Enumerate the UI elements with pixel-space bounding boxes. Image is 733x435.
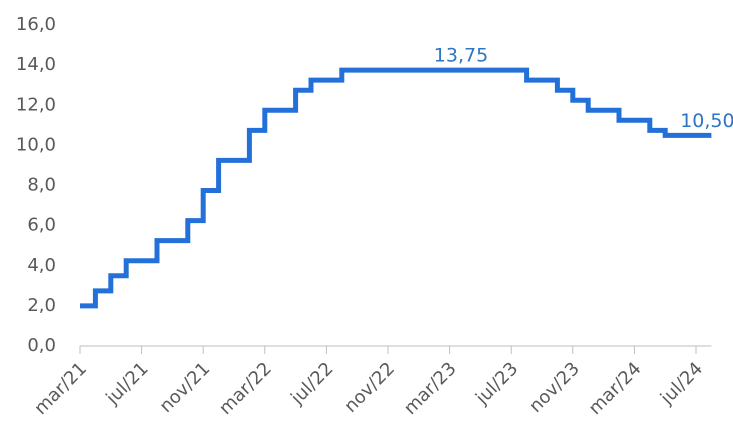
series-line	[80, 67, 712, 309]
y-tick-label: 0,0	[27, 335, 56, 356]
y-tick-label: 2,0	[27, 295, 56, 316]
y-tick-label: 12,0	[16, 94, 56, 115]
y-tick-label: 14,0	[16, 54, 56, 75]
x-tick-label: jul/22	[286, 358, 337, 409]
x-tick-label: mar/24	[585, 358, 646, 419]
data-label: 13,75	[434, 45, 488, 67]
y-tick-label: 10,0	[16, 134, 56, 155]
x-tick-label: jul/23	[471, 358, 522, 409]
x-tick-label: nov/22	[340, 358, 399, 417]
x-tick-label: nov/21	[156, 358, 215, 417]
y-tick-label: 4,0	[27, 255, 56, 276]
data-label: 10,50	[680, 110, 733, 132]
x-tick-label: nov/23	[525, 358, 584, 417]
x-tick-label: mar/23	[400, 358, 461, 419]
y-tick-label: 6,0	[27, 215, 56, 236]
x-tick-label: jul/24	[656, 358, 707, 409]
x-tick-label: mar/22	[215, 358, 276, 419]
x-tick-label: mar/21	[30, 358, 91, 419]
y-tick-label: 16,0	[16, 14, 56, 35]
y-tick-label: 8,0	[27, 175, 56, 196]
x-tick-label: jul/21	[101, 358, 152, 409]
